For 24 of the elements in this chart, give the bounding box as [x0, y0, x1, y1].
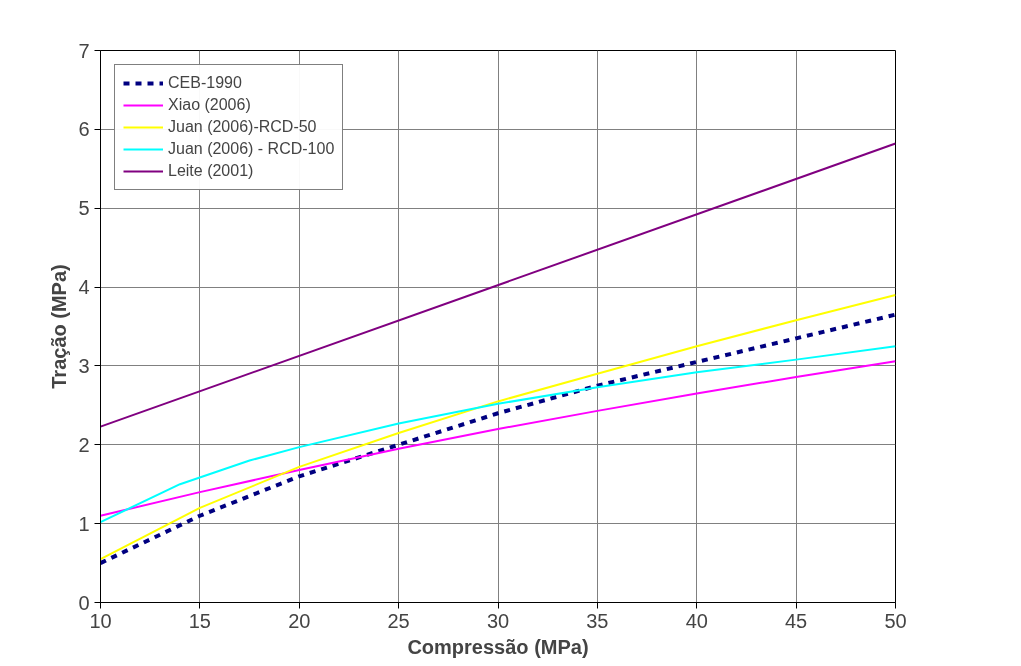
x-tick-label: 25	[387, 609, 410, 632]
y-tick-label: 0	[78, 591, 90, 614]
y-tick-label: 3	[78, 354, 90, 377]
y-tick-label: 6	[78, 118, 90, 141]
y-tick-label: 1	[78, 512, 90, 535]
y-axis-title: Tração (MPa)	[48, 264, 71, 389]
x-tick-label: 30	[486, 609, 510, 632]
x-tick-label: 35	[586, 609, 609, 632]
y-tick-label: 5	[78, 197, 90, 220]
legend-label: Juan (2006) - RCD-100	[168, 140, 335, 158]
x-tick-label: 50	[884, 609, 907, 632]
legend-label: Leite (2001)	[168, 162, 254, 180]
y-tick-label: 7	[78, 39, 90, 62]
x-axis-title: Compressão (MPa)	[407, 635, 589, 658]
x-tick-label: 20	[288, 609, 311, 632]
legend-label: Juan (2006)-RCD-50	[168, 118, 317, 136]
x-tick-label: 10	[89, 609, 112, 632]
y-tick-label: 4	[78, 276, 90, 299]
x-tick-label: 40	[685, 609, 708, 632]
y-tick-label: 2	[78, 433, 90, 456]
x-tick-label: 15	[188, 609, 211, 632]
legend-label: Xiao (2006)	[168, 96, 251, 114]
x-tick-label: 45	[785, 609, 808, 632]
legend-label: CEB-1990	[168, 74, 242, 92]
